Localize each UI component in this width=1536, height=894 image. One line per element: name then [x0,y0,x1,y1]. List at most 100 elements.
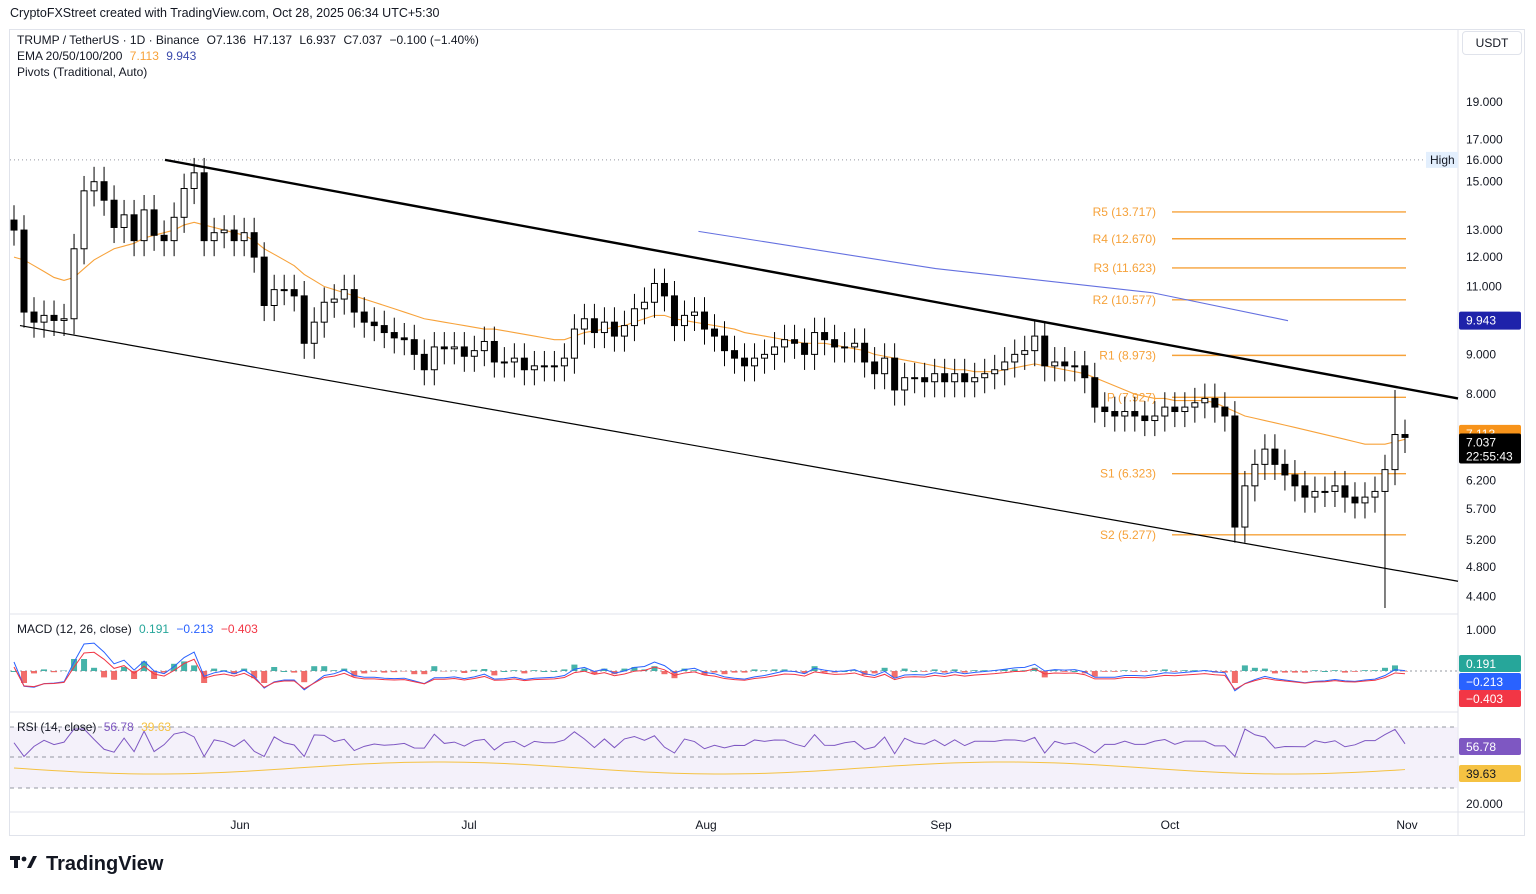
ema-legend[interactable]: EMA 20/50/100/200 7.113 9.943 [17,49,200,63]
chart-frame [9,29,1525,836]
tradingview-logo[interactable]: TradingView [10,853,163,876]
candle-body [90,181,98,192]
candle-body [690,311,698,316]
candle-body [200,172,208,242]
candle-body [831,339,839,348]
rsi-legend[interactable]: RSI (14, close) 56.78 39.63 [17,720,175,734]
candle-body [1171,406,1179,413]
macd-histogram-bar [1261,668,1268,671]
macd-histogram-bar [131,671,138,679]
candle-body [70,248,78,320]
macd-histogram-bar [981,670,988,671]
ema200-line [698,230,1289,322]
y-tick-label: 15.000 [1466,175,1503,189]
candle-body [60,318,68,321]
candle-body [270,289,278,306]
candle-body [290,289,298,297]
macd-histogram-bar [501,671,508,672]
macd-histogram-bar [701,671,708,675]
candle-body [891,357,899,391]
candle-body [640,301,648,310]
macd-histogram-bar [1171,671,1178,672]
x-tick-label: Sep [930,818,952,832]
macd-histogram-bar [1151,670,1158,671]
candle-body [711,328,719,337]
macd-legend[interactable]: MACD (12, 26, close) 0.191 −0.213 −0.403 [17,622,262,636]
macd-histogram-bar [931,669,938,671]
macd-signal-tag: −0.403 [1466,692,1503,706]
candle-body [620,325,628,337]
rsi-value: 56.78 [103,720,134,734]
candle-body [1351,496,1359,504]
candle-body [300,295,308,344]
macd-histogram-bar [121,667,128,671]
pivots-legend[interactable]: Pivots (Traditional, Auto) [17,65,151,79]
candle-body [881,357,889,375]
pivot-label: R5 (13.717) [1093,205,1156,219]
candle-body [791,339,799,344]
rsi-label: RSI (14, close) [17,720,97,734]
candle-body [120,214,128,228]
currency-selector[interactable]: USDT [1462,31,1522,55]
macd-histogram-bar [801,671,808,674]
open-value: O7.136 [206,33,247,47]
ema50-line [13,221,1406,445]
candle-body [921,377,929,383]
high-tag-label: High [1430,153,1455,167]
candle-body [1231,415,1239,528]
ema-label: EMA 20/50/100/200 [17,49,123,63]
macd-histogram-bar [391,671,398,673]
candle-body [871,361,879,375]
macd-line [13,642,1406,692]
macd-histogram-bar [1331,670,1338,671]
macd-histogram-bar [891,671,898,678]
candle-body [350,289,358,313]
candle-body [1071,365,1079,368]
macd-histogram-bar [1181,670,1188,671]
rsi-line [13,728,1406,758]
candle-body [420,353,428,371]
macd-histogram-bar [951,669,958,671]
macd-histogram-bar [301,671,308,683]
macd-histogram-bar [461,671,468,673]
candle-body [771,346,779,355]
candle-body [280,289,288,292]
macd-histogram-bar [1291,671,1298,673]
candle-body [801,342,809,355]
candle-body [700,311,708,330]
candle-body [390,332,398,339]
close-value: C7.037 [343,33,383,47]
macd-histogram-bar [1091,671,1098,677]
y-tick-label: 11.000 [1466,280,1502,294]
macd-histogram-bar [1311,670,1318,671]
candle-body [230,229,238,242]
macd-histogram-bar [1031,667,1038,671]
pivot-label: P (7.927) [1107,390,1156,404]
candle-body [660,282,668,297]
macd-hist-tag-bg [1459,655,1521,672]
macd-histogram-bar [1121,670,1128,671]
y-tick-label: 13.000 [1466,223,1503,237]
candle-body [1311,490,1319,498]
macd-histogram-bar [311,666,318,671]
macd-histogram-bar [491,671,498,676]
branding-text: TradingView [46,853,164,875]
y-tick-label: 4.800 [1466,560,1496,574]
last-price-tag-bg [1459,433,1521,464]
candle-body [1131,411,1139,417]
candle-body [650,282,658,303]
pivot-label: S2 (5.277) [1100,528,1156,542]
candle-body [100,181,108,201]
candle-body [721,335,729,352]
ema200-price-tag-bg [1459,311,1521,330]
candle-body [1261,448,1269,465]
symbol-legend[interactable]: TRUMP / TetherUS · 1D · Binance O7.136 H… [17,33,483,47]
candle-body [80,190,88,250]
candle-body [330,298,338,303]
candle-body [1211,397,1219,408]
candle-body [550,365,558,368]
x-tick-label: Nov [1396,818,1417,832]
rsi-tag-bg [1459,738,1521,755]
macd-histogram-bar [1391,665,1398,671]
